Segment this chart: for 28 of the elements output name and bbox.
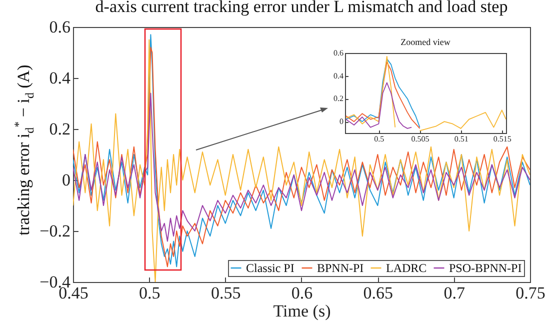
x-tick-label: 0.7 [444,284,466,302]
y-tick-label: 0 [340,117,344,126]
chart-title: Zoomed view [400,37,451,47]
y-tick-label: 0.4 [49,68,71,88]
x-axis-title: Time (s) [273,302,331,320]
y-tick-label: 0.4 [334,71,344,80]
y-tick-label: 0 [62,170,70,190]
x-tick-label: 0.515 [493,134,512,144]
x-tick-label: 0.505 [411,134,430,144]
line-series [73,92,530,242]
legend-label: BPNN-PI [317,261,364,275]
y-tick-label: 0.2 [334,94,344,104]
legend-label: LADRC [386,261,427,275]
y-tick-label: 0.6 [49,18,70,36]
x-tick-label: 0.65 [363,284,394,302]
x-tick-label: 0.5 [139,284,160,302]
y-tick-label: 0.6 [334,48,344,58]
chart-title: d-axis current tracking error under L mismatch and load step [95,0,508,16]
line-series [345,82,412,129]
legend-label: PSO-BPNN-PI [449,261,522,275]
legend-label: Classic PI [246,261,294,275]
x-tick-label: 0.75 [516,284,546,302]
x-tick-label: 0.6 [291,284,313,302]
y-tick-label: 0.2 [49,120,70,138]
x-tick-label: 0.5 [374,134,384,144]
x-tick-label: 0.55 [210,284,241,302]
y-tick-label: −0.2 [40,222,70,240]
x-tick-label: 0.51 [454,134,468,144]
